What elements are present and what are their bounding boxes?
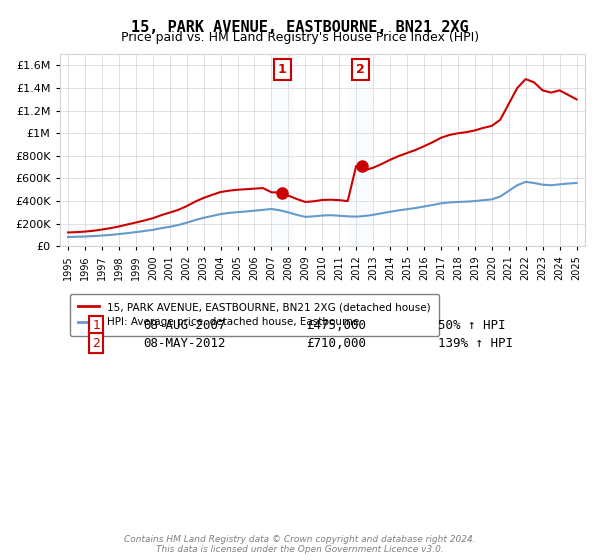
Text: Contains HM Land Registry data © Crown copyright and database right 2024.
This d: Contains HM Land Registry data © Crown c… [124,535,476,554]
Bar [347,54,373,246]
Text: 15, PARK AVENUE, EASTBOURNE, BN21 2XG: 15, PARK AVENUE, EASTBOURNE, BN21 2XG [131,20,469,35]
Text: 1: 1 [278,63,287,76]
Text: 2: 2 [92,337,100,349]
Text: £710,000: £710,000 [307,337,367,349]
Bar [271,54,293,246]
Text: £475,000: £475,000 [307,319,367,332]
Text: 08-MAY-2012: 08-MAY-2012 [143,337,226,349]
Text: 50% ↑ HPI: 50% ↑ HPI [438,319,505,332]
Legend: 15, PARK AVENUE, EASTBOURNE, BN21 2XG (detached house), HPI: Average price, deta: 15, PARK AVENUE, EASTBOURNE, BN21 2XG (d… [70,293,439,335]
Text: 2: 2 [356,63,365,76]
Text: 139% ↑ HPI: 139% ↑ HPI [438,337,513,349]
Text: Price paid vs. HM Land Registry's House Price Index (HPI): Price paid vs. HM Land Registry's House … [121,31,479,44]
Text: 08-AUG-2007: 08-AUG-2007 [143,319,226,332]
Text: 1: 1 [92,319,100,332]
